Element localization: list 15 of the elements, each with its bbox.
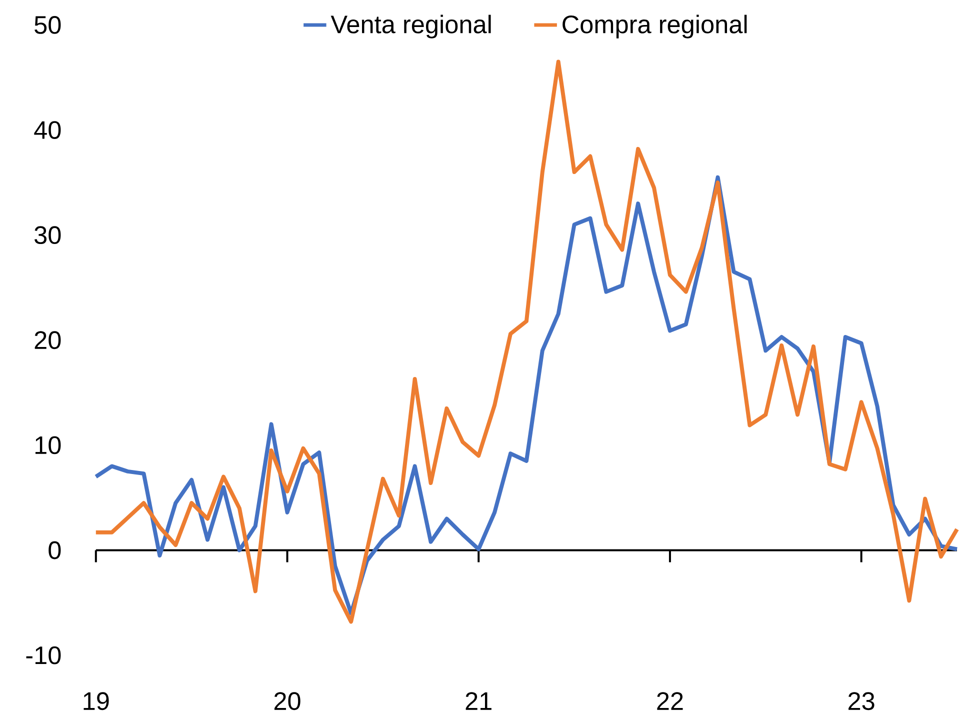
y-tick-label: 50 — [34, 16, 61, 34]
y-tick-label: 30 — [34, 226, 61, 244]
x-tick-label: 21 — [466, 692, 492, 710]
y-tick-label: 10 — [35, 436, 61, 454]
x-tick-label: 22 — [657, 692, 683, 710]
legend-label: Compra regional — [562, 14, 747, 38]
y-tick-label: 40 — [34, 120, 61, 139]
x-tick-label: 23 — [848, 692, 874, 710]
x-tick-label: 20 — [274, 692, 300, 710]
legend-label: Venta regional — [330, 14, 491, 38]
y-tick-label: -10 — [26, 646, 61, 664]
y-tick-label: 0 — [48, 541, 61, 560]
line-series — [94, 60, 959, 624]
x-tick-label: 19 — [84, 692, 109, 710]
y-tick-label: 20 — [34, 331, 61, 349]
